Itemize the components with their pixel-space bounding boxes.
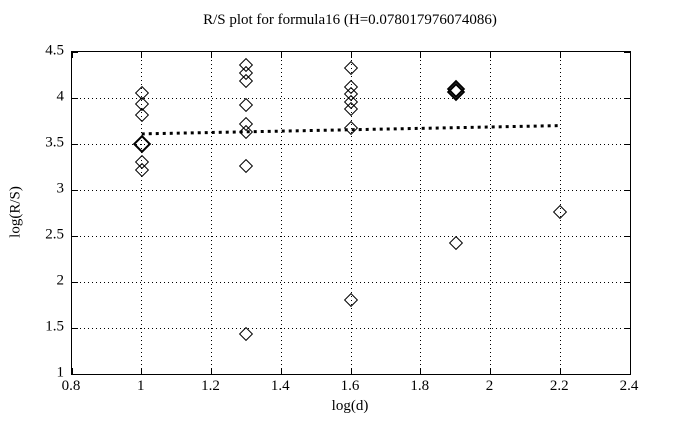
axis-tick-top: [420, 52, 422, 58]
axis-tick-top: [559, 52, 561, 58]
axis-tick-bottom: [71, 368, 73, 374]
x-tick-label: 1: [137, 378, 145, 394]
gridline-x: [211, 52, 212, 374]
axis-tick-left: [72, 97, 78, 99]
y-tick-label: 3.5: [45, 134, 64, 151]
x-axis-label: log(d): [331, 398, 369, 414]
x-tick-label: 2: [485, 378, 494, 394]
axis-tick-right: [624, 143, 630, 145]
x-tick-label: 2.4: [619, 378, 639, 394]
axis-tick-bottom: [490, 368, 491, 374]
axis-tick-left: [72, 327, 78, 329]
axis-tick-left: [72, 235, 78, 237]
axis-tick-bottom: [629, 368, 631, 374]
gridline-x: [559, 52, 561, 374]
axis-tick-top: [141, 52, 143, 58]
plot-area: [71, 51, 631, 375]
axis-tick-top: [71, 52, 73, 58]
axis-tick-left: [72, 143, 78, 145]
x-tick-label: 1.4: [270, 378, 290, 394]
axis-tick-right: [624, 373, 630, 375]
axis-tick-right: [624, 51, 630, 53]
y-tick-label: 2.5: [45, 226, 64, 243]
y-tick-label: 4.5: [45, 42, 64, 59]
x-tick-label: 1.6: [340, 378, 360, 394]
axis-tick-left: [72, 373, 78, 375]
axis-tick-right: [624, 235, 630, 237]
axis-tick-bottom: [141, 368, 143, 374]
y-tick-label: 4: [56, 88, 65, 105]
plot-title: R/S plot for formula16 (H=0.078017976074…: [203, 12, 497, 28]
axis-tick-bottom: [420, 368, 422, 374]
axis-tick-top: [211, 52, 212, 58]
gridline-x: [420, 52, 422, 374]
y-tick-label: 1: [56, 364, 65, 381]
axis-tick-left: [72, 189, 78, 191]
axis-tick-bottom: [559, 368, 561, 374]
axis-tick-bottom: [280, 368, 282, 374]
y-tick-label: 2: [56, 272, 65, 289]
axis-tick-bottom: [350, 368, 352, 374]
y-tick-label: 3: [56, 180, 65, 197]
gridline-x: [490, 52, 491, 374]
axis-tick-left: [72, 281, 78, 283]
axis-tick-right: [624, 327, 630, 329]
gridline-x: [280, 52, 282, 374]
x-tick-label: 1.8: [410, 378, 430, 394]
axis-tick-top: [280, 52, 282, 58]
axis-tick-right: [624, 189, 630, 191]
gridline-x: [141, 52, 143, 374]
y-axis-label: log(R/S): [7, 186, 24, 238]
axis-tick-left: [72, 51, 78, 53]
axis-tick-right: [624, 281, 630, 283]
axis-tick-top: [350, 52, 352, 58]
axis-tick-top: [629, 52, 631, 58]
gridline-x: [350, 52, 352, 374]
axis-tick-right: [624, 97, 630, 99]
y-tick-label: 1.5: [45, 318, 64, 335]
axis-tick-bottom: [211, 368, 212, 374]
x-tick-label: 1.2: [201, 378, 220, 394]
axis-tick-top: [490, 52, 491, 58]
x-tick-label: 0.8: [61, 378, 81, 394]
x-tick-label: 2.2: [549, 378, 569, 394]
